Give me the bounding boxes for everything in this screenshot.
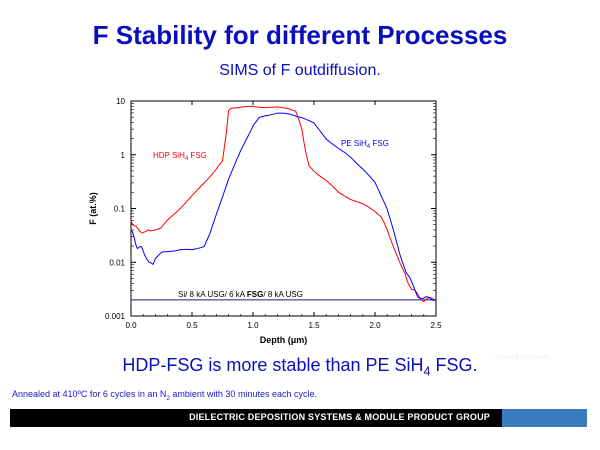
page-subtitle: SIMS of F outdiffusion. [219,62,381,79]
y-tick-label: 1 [121,151,126,160]
y-tick-label: 0.1 [114,205,126,214]
pe-series-label: PE SiH4 FSG [341,139,389,150]
x-tick-label: 0.0 [125,321,137,330]
y-tick-label: 10 [116,97,125,106]
footnote-subscript: 2 [166,394,170,402]
conclusion-text: HDP-FSG is more stable than PE SiH4 FSG. [0,355,600,379]
y-tick-label: 0.01 [109,258,125,267]
footnote-part-b: ambient with 30 minutes each cycle. [169,389,317,399]
conclusion-subscript: 4 [423,364,431,379]
conclusion-part-b: FSG. [430,355,478,375]
footer-accent [502,409,587,427]
x-tick-label: 2.0 [369,321,381,330]
page-title: F Stability for different Processes [92,20,508,50]
x-axis-label: Depth (μm) [260,335,308,345]
y-tick-label: 0.001 [105,312,126,321]
reference-line-label: Si/ 8 kA USG/ 6 kA FSG/ 8 kA USG [178,290,303,299]
conclusion-part-a: HDP-FSG is more stable than PE SiH [122,355,424,375]
chart-labels: Si/ 8 kA USG/ 6 kA FSG/ 8 kA USG HDP SiH4… [153,139,389,299]
x-tick-label: 1.5 [308,321,320,330]
y-axis-label: F (at.%) [88,192,98,225]
footnote-part-a: Annealed at 410ºC for 6 cycles in an N [12,389,167,399]
plot-frame [130,100,437,317]
hdp-series-label: HDP SiH4 FSG [153,151,207,162]
footer-group-name: DIELECTRIC DEPOSITION SYSTEMS & MODULE P… [189,412,490,422]
footer-bar: DIELECTRIC DEPOSITION SYSTEMS & MODULE P… [10,409,587,427]
footnote-text: Annealed at 410ºC for 6 cycles in an N2 … [12,389,317,402]
x-tick-label: 0.5 [186,321,198,330]
chart-axes: 0.0 0.5 1.0 1.5 2.0 2.5 0.001 0.01 0.1 1 10 Depth (… [88,97,442,345]
series-line-pe [130,112,437,301]
chart-series [130,105,437,303]
watermark: Applied Materials [495,354,549,361]
series-line-hdp [130,105,437,303]
x-tick-label: 1.0 [247,321,259,330]
x-tick-label: 2.5 [430,321,442,330]
